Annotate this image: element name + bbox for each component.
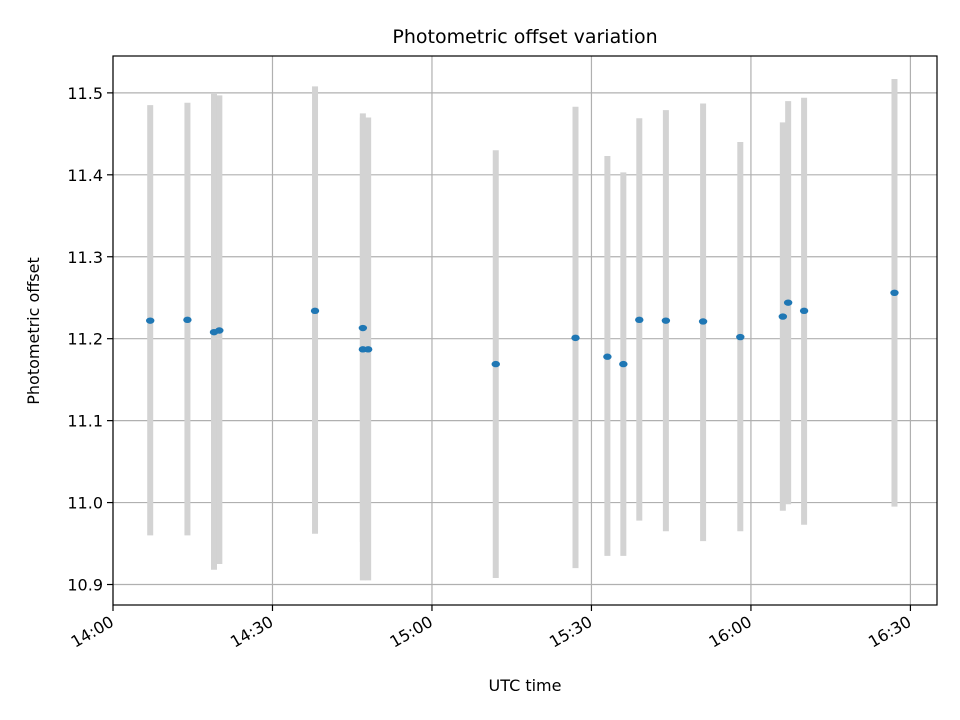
x-axis-title: UTC time [489,676,562,695]
data-point [183,316,192,324]
data-point [890,289,899,297]
data-point [603,353,612,360]
y-tick-label: 11.4 [67,166,103,185]
plot-frame [112,55,938,606]
y-axis-title: Photometric offset [24,257,43,405]
data-point [571,334,580,342]
chart-title: Photometric offset variation [392,26,657,48]
data-point [215,327,224,334]
data-point [736,333,745,341]
grid [112,56,937,605]
data-point [358,324,368,332]
data-points [146,289,899,368]
y-tick-label: 11.5 [67,84,103,103]
data-point [661,317,671,324]
data-point [635,316,644,324]
data-point [491,360,500,368]
y-axis: 10.9 11.0 11.1 11.2 11.3 11.4 11.5 [67,84,113,595]
data-point [146,317,155,324]
data-point [363,346,373,353]
y-tick-label: 11.2 [67,330,103,349]
data-point [799,307,809,315]
y-tick-label: 10.9 [67,576,103,595]
data-point [310,307,320,315]
y-tick-label: 11.0 [67,494,103,513]
y-tick-label: 11.1 [67,412,103,431]
data-point [783,299,793,306]
data-point [619,360,628,368]
data-point [698,318,708,325]
y-tick-label: 11.3 [67,248,103,267]
plot-area [113,56,937,605]
data-point [778,313,788,320]
